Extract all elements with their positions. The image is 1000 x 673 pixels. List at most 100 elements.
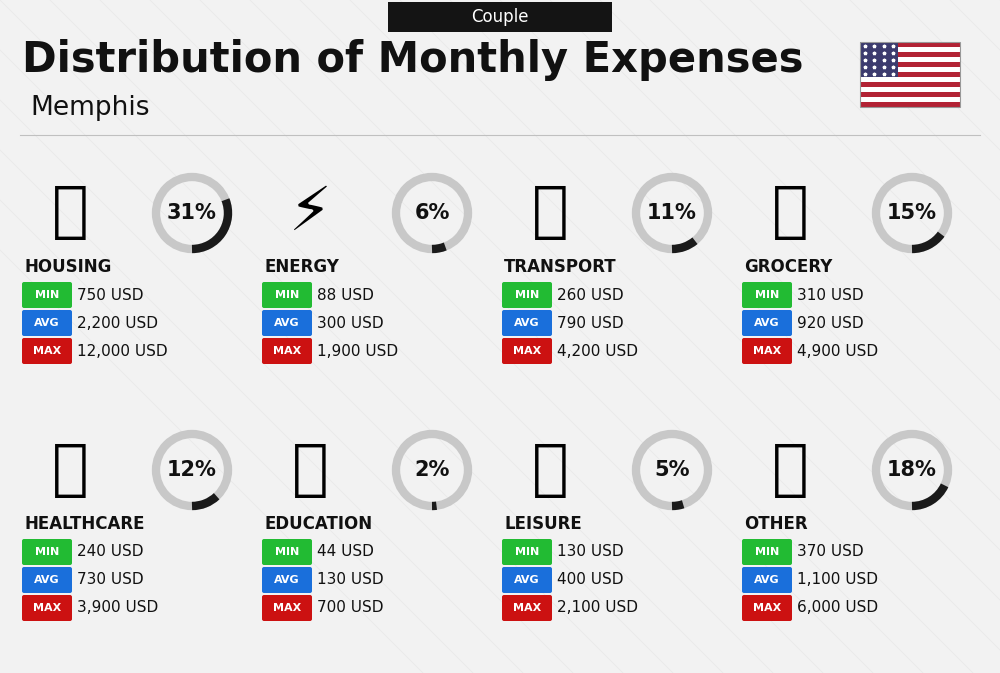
Text: MIN: MIN [275,547,299,557]
Text: AVG: AVG [274,575,300,585]
Text: 4,200 USD: 4,200 USD [557,343,638,359]
Text: 300 USD: 300 USD [317,316,384,330]
FancyBboxPatch shape [22,567,72,593]
FancyBboxPatch shape [22,595,72,621]
FancyBboxPatch shape [502,567,552,593]
Text: 1,100 USD: 1,100 USD [797,573,878,588]
FancyBboxPatch shape [262,595,312,621]
FancyBboxPatch shape [860,77,960,82]
FancyBboxPatch shape [22,539,72,565]
Text: AVG: AVG [34,318,60,328]
Text: 6,000 USD: 6,000 USD [797,600,878,616]
FancyBboxPatch shape [22,310,72,336]
Text: 3,900 USD: 3,900 USD [77,600,158,616]
Text: 2,200 USD: 2,200 USD [77,316,158,330]
FancyBboxPatch shape [742,338,792,364]
Text: 240 USD: 240 USD [77,544,144,559]
FancyBboxPatch shape [502,282,552,308]
FancyBboxPatch shape [860,82,960,87]
Text: ENERGY: ENERGY [264,258,339,276]
Text: Couple: Couple [471,8,529,26]
Text: Distribution of Monthly Expenses: Distribution of Monthly Expenses [22,39,804,81]
Text: 400 USD: 400 USD [557,573,624,588]
Text: EDUCATION: EDUCATION [264,515,372,533]
Text: 310 USD: 310 USD [797,287,864,302]
Text: 🛒: 🛒 [772,184,808,242]
FancyBboxPatch shape [262,338,312,364]
Text: LEISURE: LEISURE [504,515,582,533]
Text: 260 USD: 260 USD [557,287,624,302]
Text: MAX: MAX [33,603,61,613]
FancyBboxPatch shape [742,539,792,565]
Text: MAX: MAX [33,346,61,356]
FancyBboxPatch shape [860,92,960,97]
Text: 2%: 2% [414,460,450,480]
Text: HEALTHCARE: HEALTHCARE [24,515,144,533]
Text: HOUSING: HOUSING [24,258,111,276]
FancyBboxPatch shape [860,62,960,67]
Text: 18%: 18% [887,460,937,480]
Text: GROCERY: GROCERY [744,258,832,276]
Text: 🚌: 🚌 [532,184,568,242]
Text: 370 USD: 370 USD [797,544,864,559]
Text: MIN: MIN [515,547,539,557]
FancyBboxPatch shape [860,42,898,77]
Text: AVG: AVG [514,318,540,328]
Text: 🛍️: 🛍️ [532,441,568,499]
FancyBboxPatch shape [860,67,960,72]
FancyBboxPatch shape [742,310,792,336]
Text: 31%: 31% [167,203,217,223]
FancyBboxPatch shape [860,42,960,47]
Text: TRANSPORT: TRANSPORT [504,258,617,276]
Text: 5%: 5% [654,460,690,480]
FancyBboxPatch shape [502,310,552,336]
Text: MIN: MIN [755,290,779,300]
Text: MAX: MAX [273,346,301,356]
FancyBboxPatch shape [262,310,312,336]
Text: 730 USD: 730 USD [77,573,144,588]
Text: MAX: MAX [753,346,781,356]
Text: 130 USD: 130 USD [317,573,384,588]
FancyBboxPatch shape [860,72,960,77]
Text: 6%: 6% [414,203,450,223]
FancyBboxPatch shape [22,338,72,364]
Text: MAX: MAX [513,603,541,613]
Text: 👛: 👛 [772,441,808,499]
Text: 790 USD: 790 USD [557,316,624,330]
Text: MIN: MIN [275,290,299,300]
FancyBboxPatch shape [742,595,792,621]
Text: AVG: AVG [34,575,60,585]
Text: 4,900 USD: 4,900 USD [797,343,878,359]
FancyBboxPatch shape [742,567,792,593]
Text: 130 USD: 130 USD [557,544,624,559]
Text: MIN: MIN [35,547,59,557]
FancyBboxPatch shape [860,57,960,62]
FancyBboxPatch shape [502,539,552,565]
Text: ⚡: ⚡ [289,184,331,242]
FancyBboxPatch shape [860,52,960,57]
FancyBboxPatch shape [262,567,312,593]
Text: AVG: AVG [514,575,540,585]
FancyBboxPatch shape [388,2,612,32]
FancyBboxPatch shape [860,102,960,107]
Text: 🫀: 🫀 [52,441,88,499]
FancyBboxPatch shape [742,282,792,308]
Text: 15%: 15% [887,203,937,223]
Text: OTHER: OTHER [744,515,808,533]
Text: AVG: AVG [274,318,300,328]
Text: 🎓: 🎓 [292,441,328,499]
Text: 🏢: 🏢 [52,184,88,242]
Text: 44 USD: 44 USD [317,544,374,559]
FancyBboxPatch shape [860,97,960,102]
Text: 12,000 USD: 12,000 USD [77,343,168,359]
FancyBboxPatch shape [860,47,960,52]
FancyBboxPatch shape [22,282,72,308]
FancyBboxPatch shape [262,539,312,565]
Text: 1,900 USD: 1,900 USD [317,343,398,359]
Text: 700 USD: 700 USD [317,600,384,616]
Text: 920 USD: 920 USD [797,316,864,330]
FancyBboxPatch shape [860,87,960,92]
Text: 88 USD: 88 USD [317,287,374,302]
Text: MAX: MAX [273,603,301,613]
Text: MAX: MAX [513,346,541,356]
